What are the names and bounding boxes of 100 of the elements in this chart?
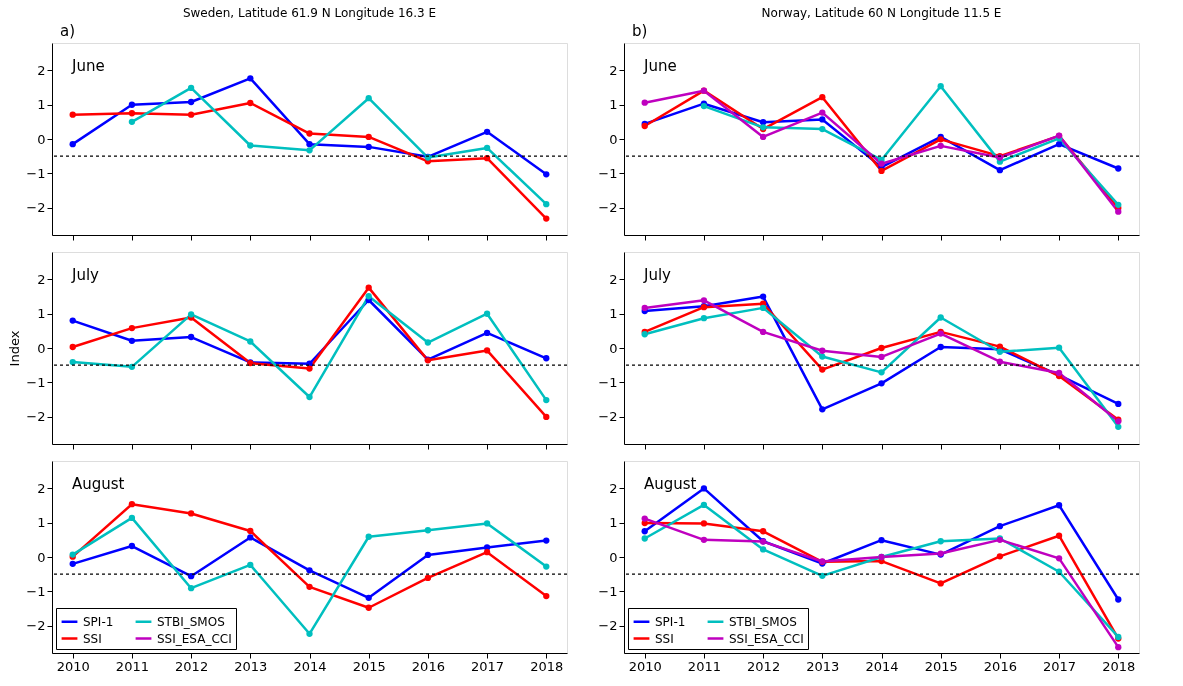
point	[1055, 140, 1063, 148]
y-tick-label: 2	[37, 271, 46, 287]
point	[996, 522, 1004, 530]
point	[69, 343, 76, 351]
annotation: July	[643, 266, 672, 284]
point	[819, 125, 826, 133]
y-tick-label: −1	[598, 583, 618, 599]
point	[1055, 344, 1063, 351]
x-tick-label: 2011	[115, 658, 149, 674]
point	[1115, 644, 1122, 651]
point	[247, 142, 254, 149]
point	[1115, 596, 1122, 603]
x-tick-label: 2010	[56, 658, 90, 674]
x-tick-label: 2014	[293, 658, 327, 674]
point	[878, 167, 885, 175]
point	[306, 147, 313, 154]
point	[819, 366, 826, 373]
annotation: August	[72, 475, 125, 493]
point	[128, 110, 136, 117]
point	[759, 546, 767, 553]
point	[187, 111, 195, 118]
point	[937, 314, 944, 321]
y-tick-label: −1	[26, 583, 46, 599]
point	[641, 99, 648, 106]
x-tick-label: 2012	[747, 658, 781, 674]
x-tick-label: 2018	[530, 658, 564, 674]
point	[365, 604, 372, 611]
y-tick-label: 0	[37, 340, 46, 356]
y-tick-label: 0	[37, 131, 46, 147]
point	[878, 380, 885, 387]
point	[937, 343, 944, 351]
point	[543, 592, 550, 600]
chart-title: Sweden, Latitude 61.9 N Longitude 16.3 E	[182, 6, 437, 20]
y-tick-label: −1	[26, 165, 46, 181]
point	[1115, 423, 1122, 431]
y-tick-label: 0	[609, 131, 618, 147]
point	[700, 315, 708, 322]
point	[878, 160, 885, 167]
legend-label: STBI_SMOS	[729, 614, 797, 629]
point	[306, 583, 313, 590]
point	[700, 536, 708, 544]
point	[483, 310, 491, 317]
y-tick-label: 2	[37, 480, 46, 496]
x-tick-label: 2014	[865, 658, 899, 674]
point	[759, 328, 767, 336]
point	[819, 353, 826, 360]
point	[424, 551, 432, 559]
legend-label: SSI	[655, 631, 674, 646]
point	[306, 567, 313, 574]
point	[365, 594, 372, 601]
y-tick-label: −2	[598, 409, 618, 425]
point	[247, 534, 254, 541]
point	[1055, 502, 1063, 509]
point	[483, 347, 491, 354]
y-tick-label: 0	[609, 340, 618, 356]
point	[128, 542, 136, 550]
point	[187, 573, 195, 580]
point	[187, 84, 195, 92]
y-tick-label: −2	[598, 200, 618, 216]
y-tick-label: 1	[609, 515, 618, 531]
point	[128, 118, 136, 126]
point	[641, 528, 648, 535]
point	[128, 324, 136, 332]
point	[878, 344, 885, 352]
point	[1055, 555, 1063, 562]
y-tick-label: −1	[598, 165, 618, 181]
y-tick-label: 2	[609, 480, 618, 496]
x-tick-label: 2013	[806, 658, 840, 674]
point	[937, 580, 944, 587]
point	[996, 358, 1004, 365]
point	[306, 140, 313, 148]
point	[1055, 532, 1063, 539]
point	[187, 98, 195, 106]
x-tick-label: 2015	[352, 658, 386, 674]
y-tick-label: 1	[37, 97, 46, 113]
point	[483, 520, 491, 527]
point	[1115, 201, 1122, 208]
point	[306, 630, 313, 637]
point	[1115, 165, 1122, 172]
y-tick-label: −1	[26, 374, 46, 390]
legend-label: STBI_SMOS	[157, 614, 225, 629]
point	[641, 535, 648, 542]
x-tick-label: 2017	[1043, 658, 1077, 674]
point	[69, 140, 76, 148]
y-tick-label: 2	[609, 271, 618, 287]
point	[759, 528, 767, 535]
point	[69, 358, 76, 366]
point	[543, 200, 550, 208]
x-tick-label: 2010	[628, 658, 662, 674]
point	[700, 485, 708, 492]
point	[878, 369, 885, 376]
point	[819, 94, 826, 101]
point	[306, 393, 313, 401]
y-tick-label: −2	[26, 618, 46, 634]
point	[759, 293, 767, 300]
point	[700, 520, 708, 527]
point	[247, 527, 254, 535]
text: b)	[632, 22, 648, 40]
point	[700, 501, 708, 509]
point	[365, 284, 372, 291]
